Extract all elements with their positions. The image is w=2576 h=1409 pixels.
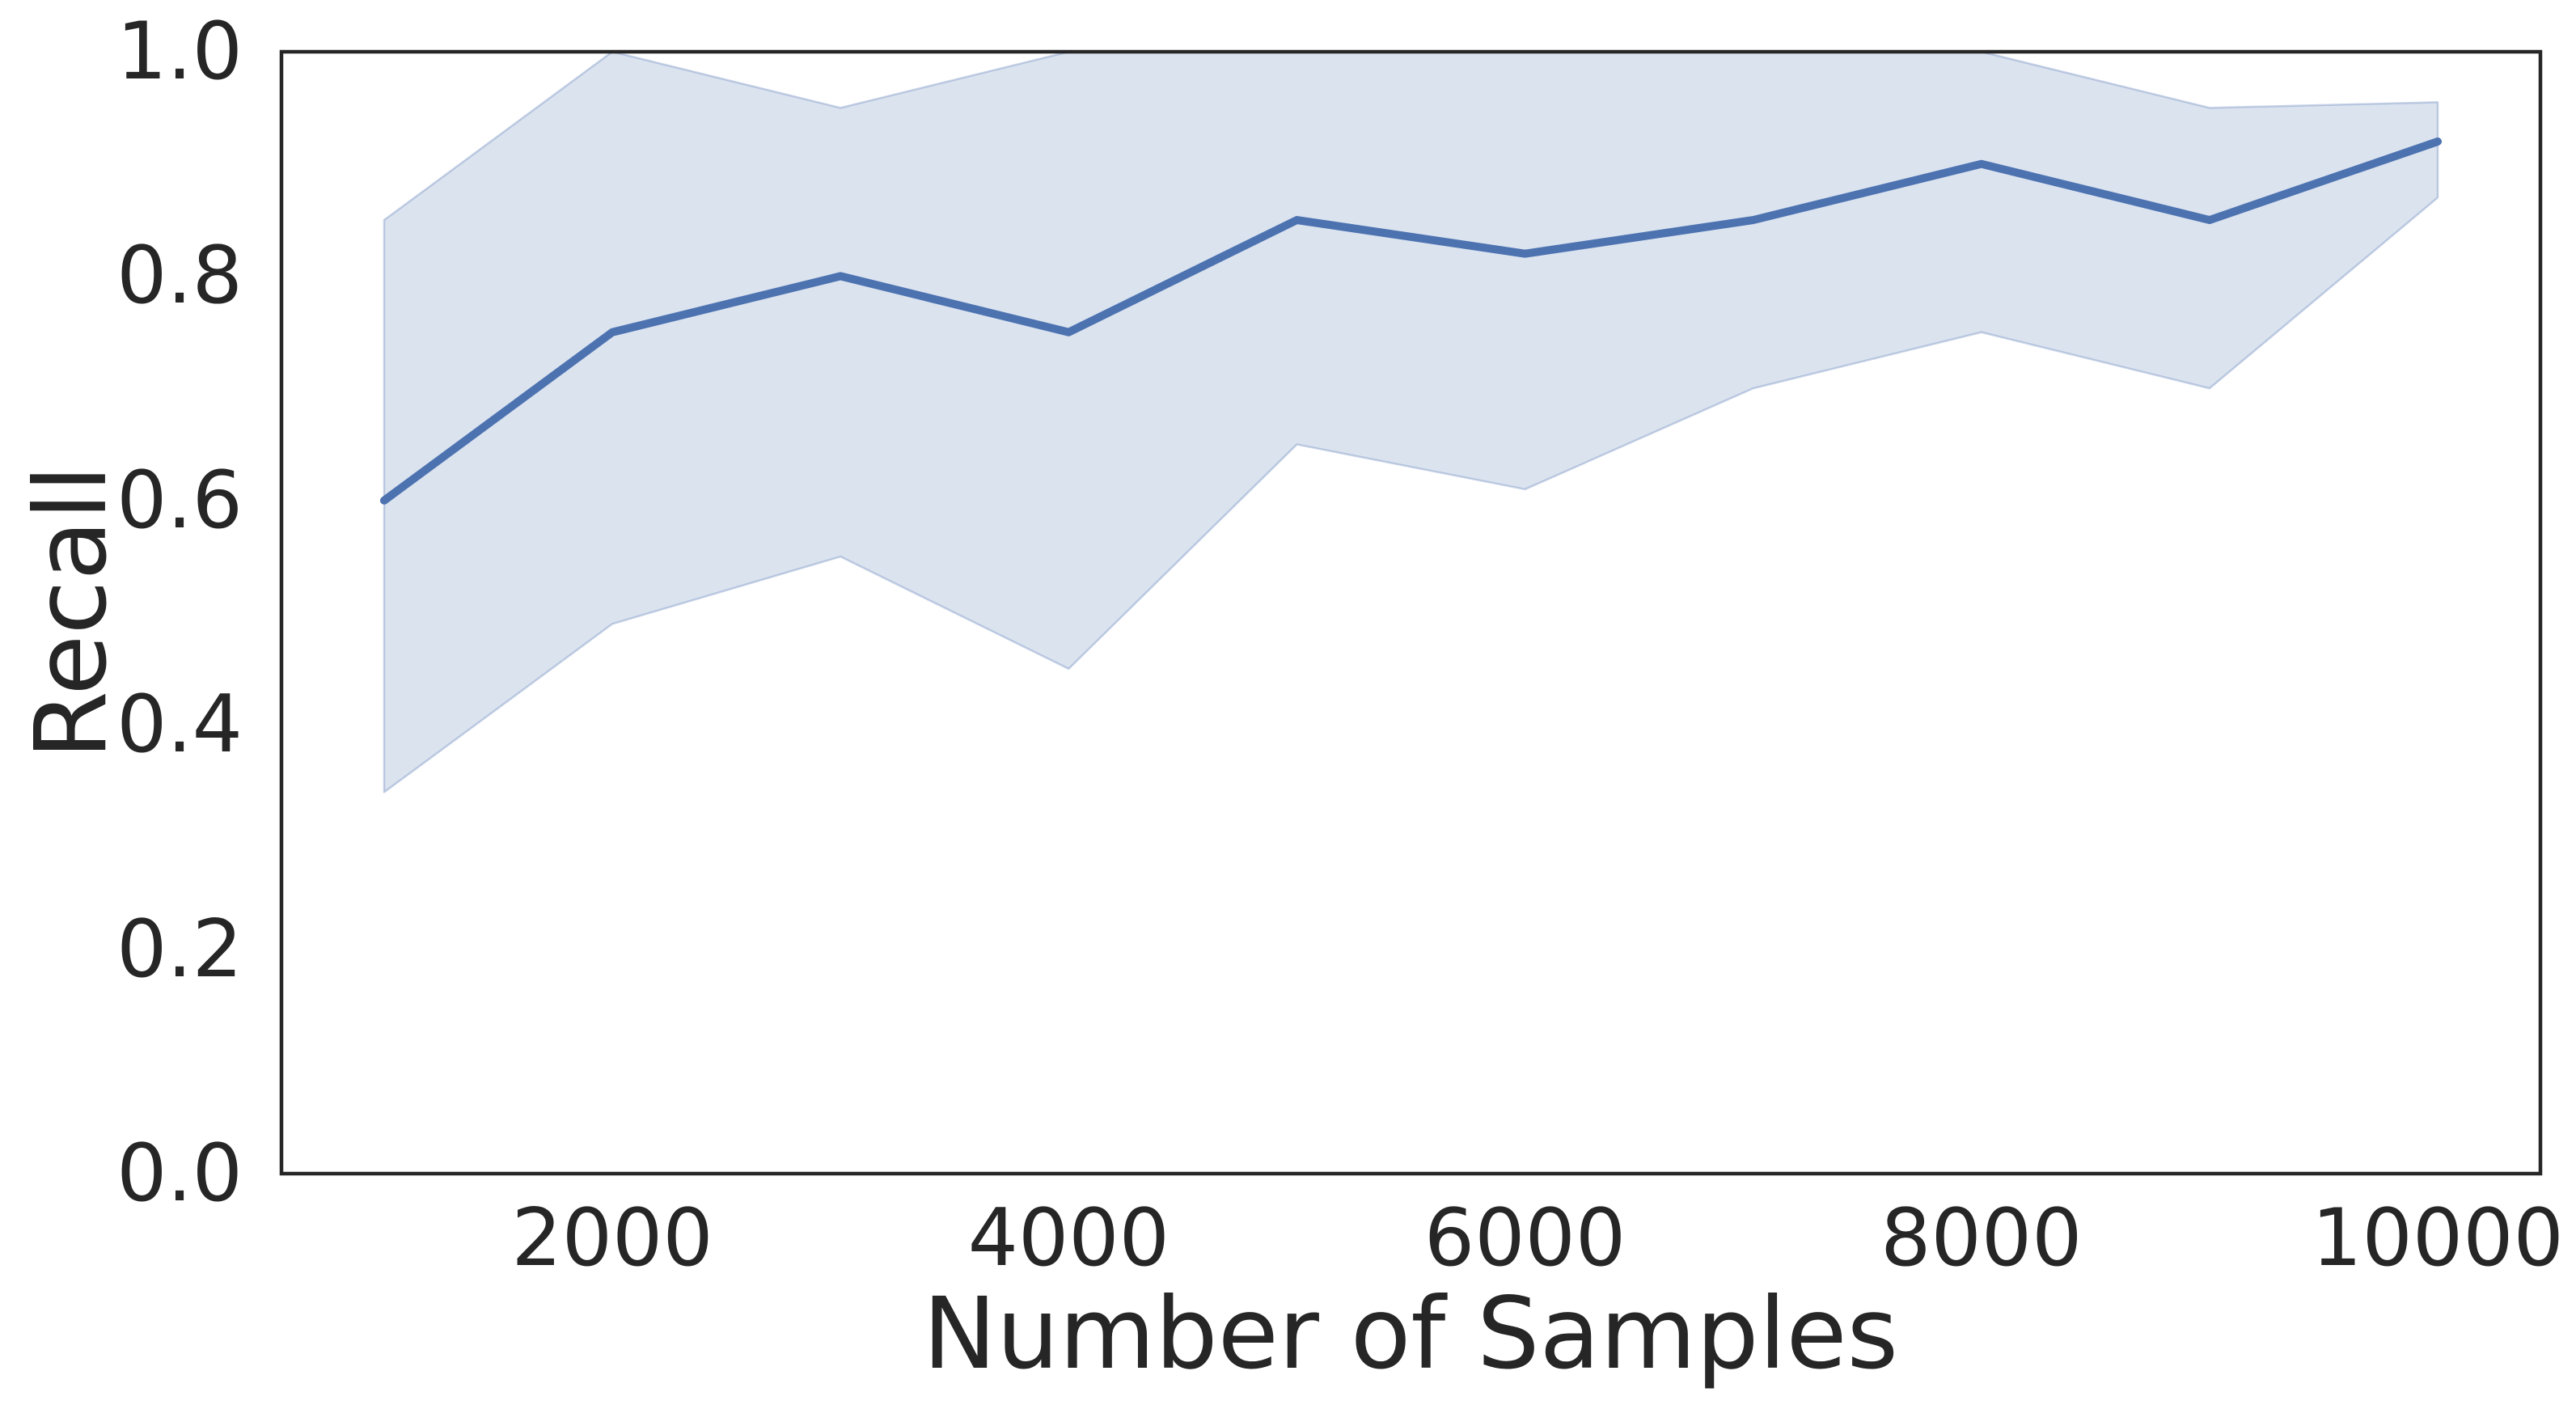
y-tick-label-0: 0.0 [116, 1128, 243, 1220]
x-tick-label-0: 2000 [511, 1192, 713, 1284]
y-tick-label-2: 0.4 [116, 679, 243, 772]
y-tick-label-5: 1.0 [116, 6, 243, 98]
x-tick-label-2: 6000 [1423, 1192, 1626, 1284]
x-tick-label-4: 10000 [2312, 1192, 2564, 1284]
y-tick-label-3: 0.6 [116, 454, 243, 547]
x-tick-label-1: 4000 [967, 1192, 1170, 1284]
plot-border [279, 49, 2543, 1176]
y-tick-label-1: 0.2 [116, 903, 243, 996]
recall-line [379, 137, 2443, 505]
x-axis-title: Number of Samples [922, 1276, 1899, 1391]
confidence-band [383, 50, 2439, 793]
y-tick-label-4: 0.8 [116, 230, 243, 323]
x-tick-label-3: 8000 [1880, 1192, 2083, 1284]
y-axis-title: Recall [14, 465, 129, 760]
